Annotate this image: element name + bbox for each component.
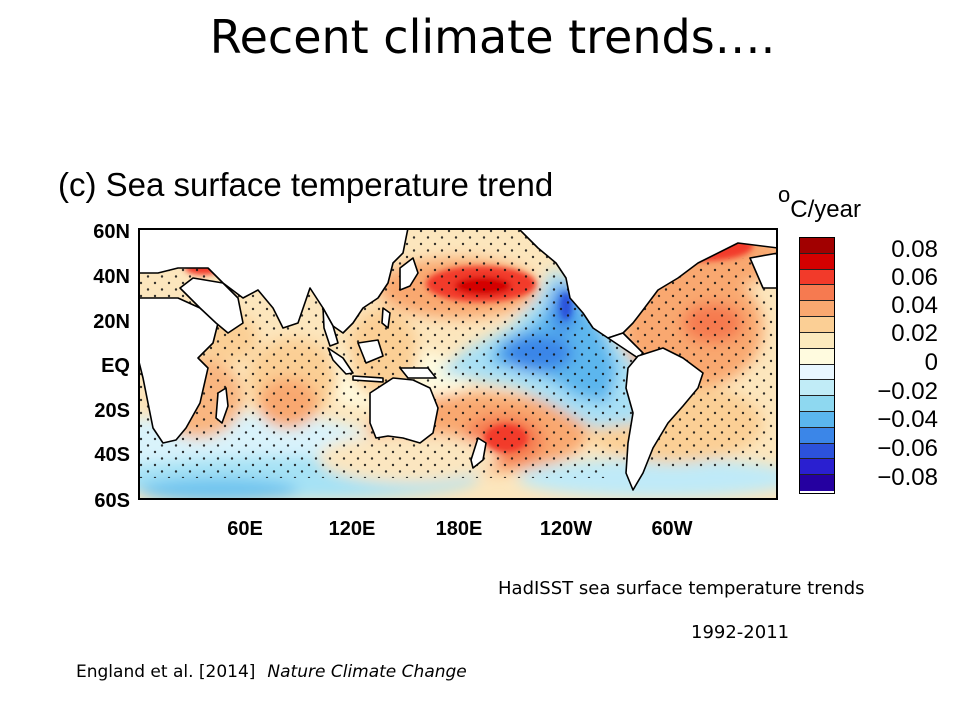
caption-line-2: 1992-2011 — [691, 622, 790, 643]
colorbar-label: 0.06 — [891, 264, 938, 291]
citation-authors: England et al. [2014] — [76, 662, 256, 682]
slide-title: Recent climate trends…. — [209, 10, 776, 64]
colorbar-label: −0.04 — [877, 406, 938, 433]
colorbar — [799, 237, 835, 494]
colorbar-segment — [800, 427, 834, 444]
colorbar-segment — [800, 380, 834, 397]
colorbar-segment — [800, 253, 834, 270]
colorbar-label: 0.08 — [891, 236, 938, 263]
colorbar-segment — [800, 411, 834, 428]
lat-label-eq: EQ — [101, 355, 130, 377]
units-degree: o — [778, 182, 791, 207]
colorbar-segment — [800, 364, 834, 381]
colorbar-units: oC/year — [778, 182, 861, 224]
colorbar-segment — [800, 317, 834, 333]
colorbar-label: −0.08 — [877, 464, 938, 491]
lon-label-60w: 60W — [651, 518, 693, 540]
colorbar-segment — [800, 332, 834, 349]
colorbar-label: −0.06 — [877, 435, 938, 462]
lat-label-60s: 60S — [94, 490, 130, 512]
colorbar-segment — [800, 475, 834, 491]
colorbar-segment — [800, 301, 834, 318]
colorbar-label: 0.04 — [891, 292, 938, 319]
colorbar-segment — [800, 459, 834, 476]
colorbar-segment — [800, 443, 834, 460]
lon-label-60e: 60E — [227, 518, 263, 540]
colorbar-segment — [800, 269, 834, 286]
colorbar-segment — [800, 285, 834, 302]
colorbar-segment — [800, 396, 834, 412]
citation-journal: Nature Climate Change — [267, 662, 467, 682]
colorbar-segment — [800, 348, 834, 365]
citation: England et al. [2014] Nature Climate Chan… — [76, 662, 467, 682]
caption-line-1: HadISST sea surface temperature trends — [498, 578, 865, 599]
lat-label-40s: 40S — [94, 444, 130, 466]
lat-label-20s: 20S — [94, 400, 130, 422]
colorbar-label: 0.02 — [891, 320, 938, 347]
figure-panel-label: (c) Sea surface temperature trend — [58, 166, 554, 203]
lat-label-40n: 40N — [93, 266, 130, 288]
lon-label-120e: 120E — [328, 518, 376, 540]
lon-label-120w: 120W — [539, 518, 593, 540]
colorbar-segment — [800, 238, 834, 254]
lon-label-180e: 180E — [435, 518, 483, 540]
units-text: C/year — [790, 196, 861, 223]
colorbar-label: 0 — [924, 349, 938, 376]
lat-label-60n: 60N — [93, 221, 130, 243]
sst-trend-map — [138, 228, 778, 500]
lat-label-20n: 20N — [93, 311, 130, 333]
colorbar-label: −0.02 — [877, 378, 938, 405]
